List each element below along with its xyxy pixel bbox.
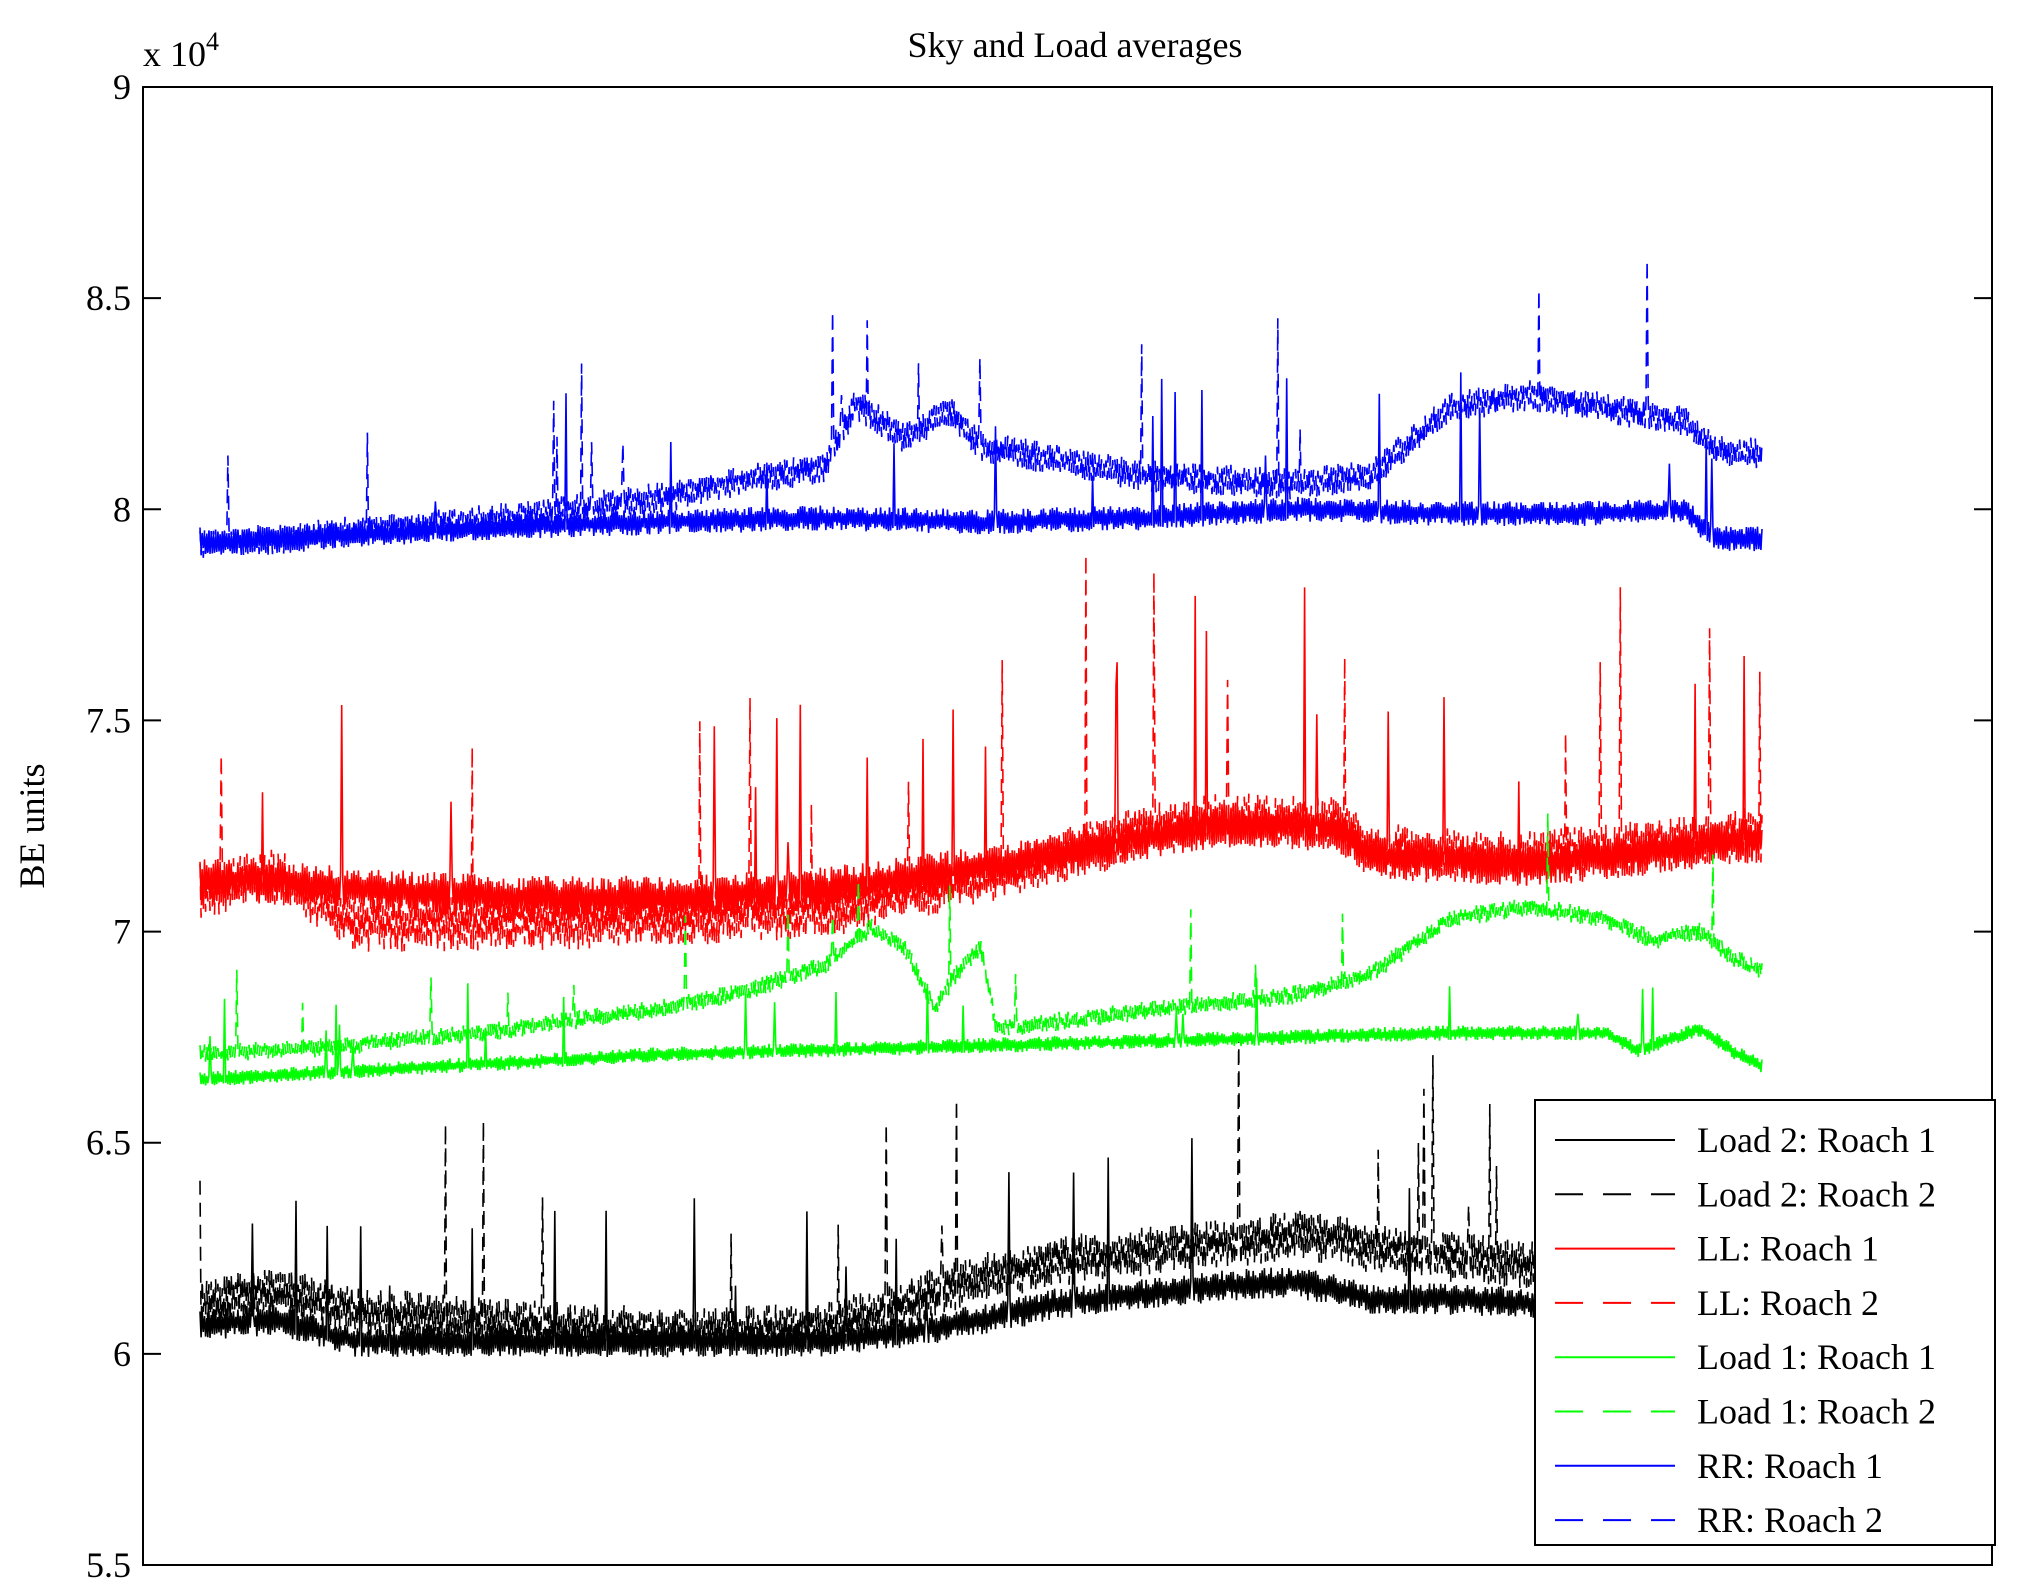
y-axis: 5.5 6 6.5 7 7.5 8 8.5 9 (86, 67, 1992, 1585)
y-tick-label-6: 8.5 (86, 278, 131, 318)
chart-title: Sky and Load averages (908, 25, 1243, 65)
series-line-rr-roach-2 (199, 260, 1763, 558)
y-axis-title: BE units (12, 763, 52, 888)
legend-label-7: RR: Roach 2 (1697, 1500, 1883, 1540)
series-line-ll-roach-2 (199, 554, 1763, 952)
legend-label-5: Load 1: Roach 2 (1697, 1392, 1936, 1432)
y-tick-label-0: 5.5 (86, 1545, 131, 1585)
y-tick-label-3: 7 (113, 912, 131, 952)
legend-label-1: Load 2: Roach 2 (1697, 1174, 1936, 1214)
legend: Load 2: Roach 1 Load 2: Roach 2 LL: Roach … (1534, 1099, 1996, 1546)
legend-label-4: Load 1: Roach 1 (1697, 1337, 1936, 1377)
y-tick-label-5: 8 (113, 489, 131, 529)
series-line-load-2-roach-1 (199, 1138, 1763, 1358)
series-line-load-1-roach-2 (199, 813, 1763, 1063)
series-line-load-1-roach-1 (199, 977, 1763, 1086)
series-line-load-2-roach-2 (199, 1035, 1763, 1358)
y-tick-label-7: 9 (113, 67, 131, 107)
series-line-rr-roach-1 (199, 372, 1763, 554)
y-tick-label-4: 7.5 (86, 700, 131, 740)
plot-frame (142, 86, 1993, 1566)
y-exponent-label: x 104 (143, 27, 219, 74)
legend-label-3: LL: Roach 2 (1697, 1283, 1879, 1323)
series-layer (199, 260, 1763, 1358)
y-tick-label-2: 6.5 (86, 1123, 131, 1163)
legend-label-2: LL: Roach 1 (1697, 1229, 1879, 1269)
y-tick-label-1: 6 (113, 1334, 131, 1374)
legend-label-0: Load 2: Roach 1 (1697, 1120, 1936, 1160)
legend-label-6: RR: Roach 1 (1697, 1446, 1883, 1486)
legend-box (1534, 1099, 1996, 1546)
